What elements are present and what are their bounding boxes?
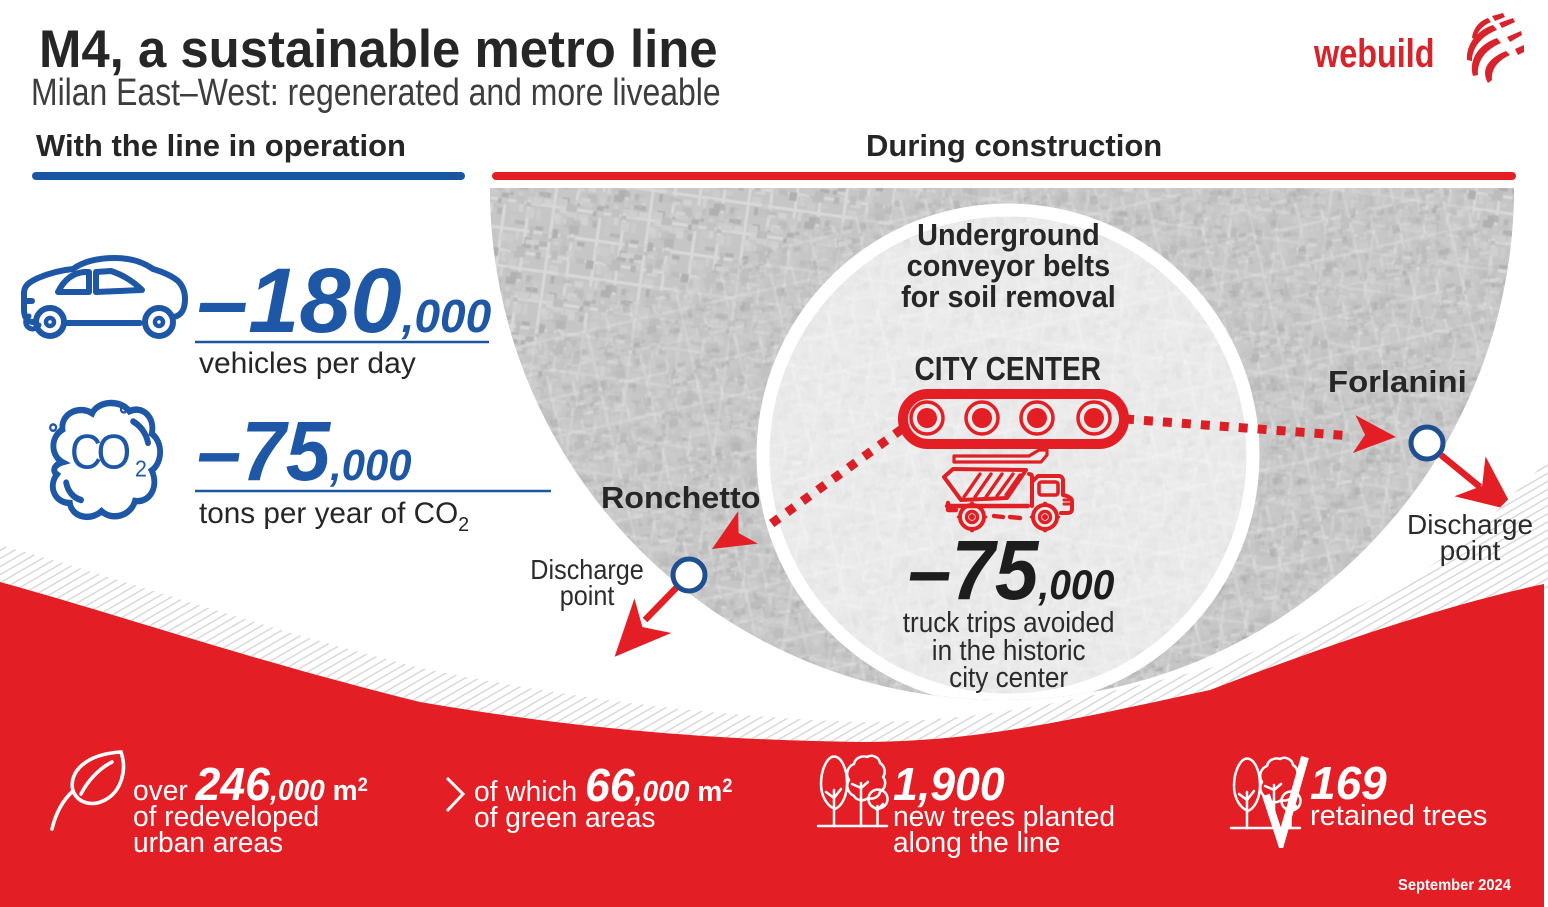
svg-text:CO: CO xyxy=(70,424,131,478)
svg-text:2: 2 xyxy=(135,456,147,482)
